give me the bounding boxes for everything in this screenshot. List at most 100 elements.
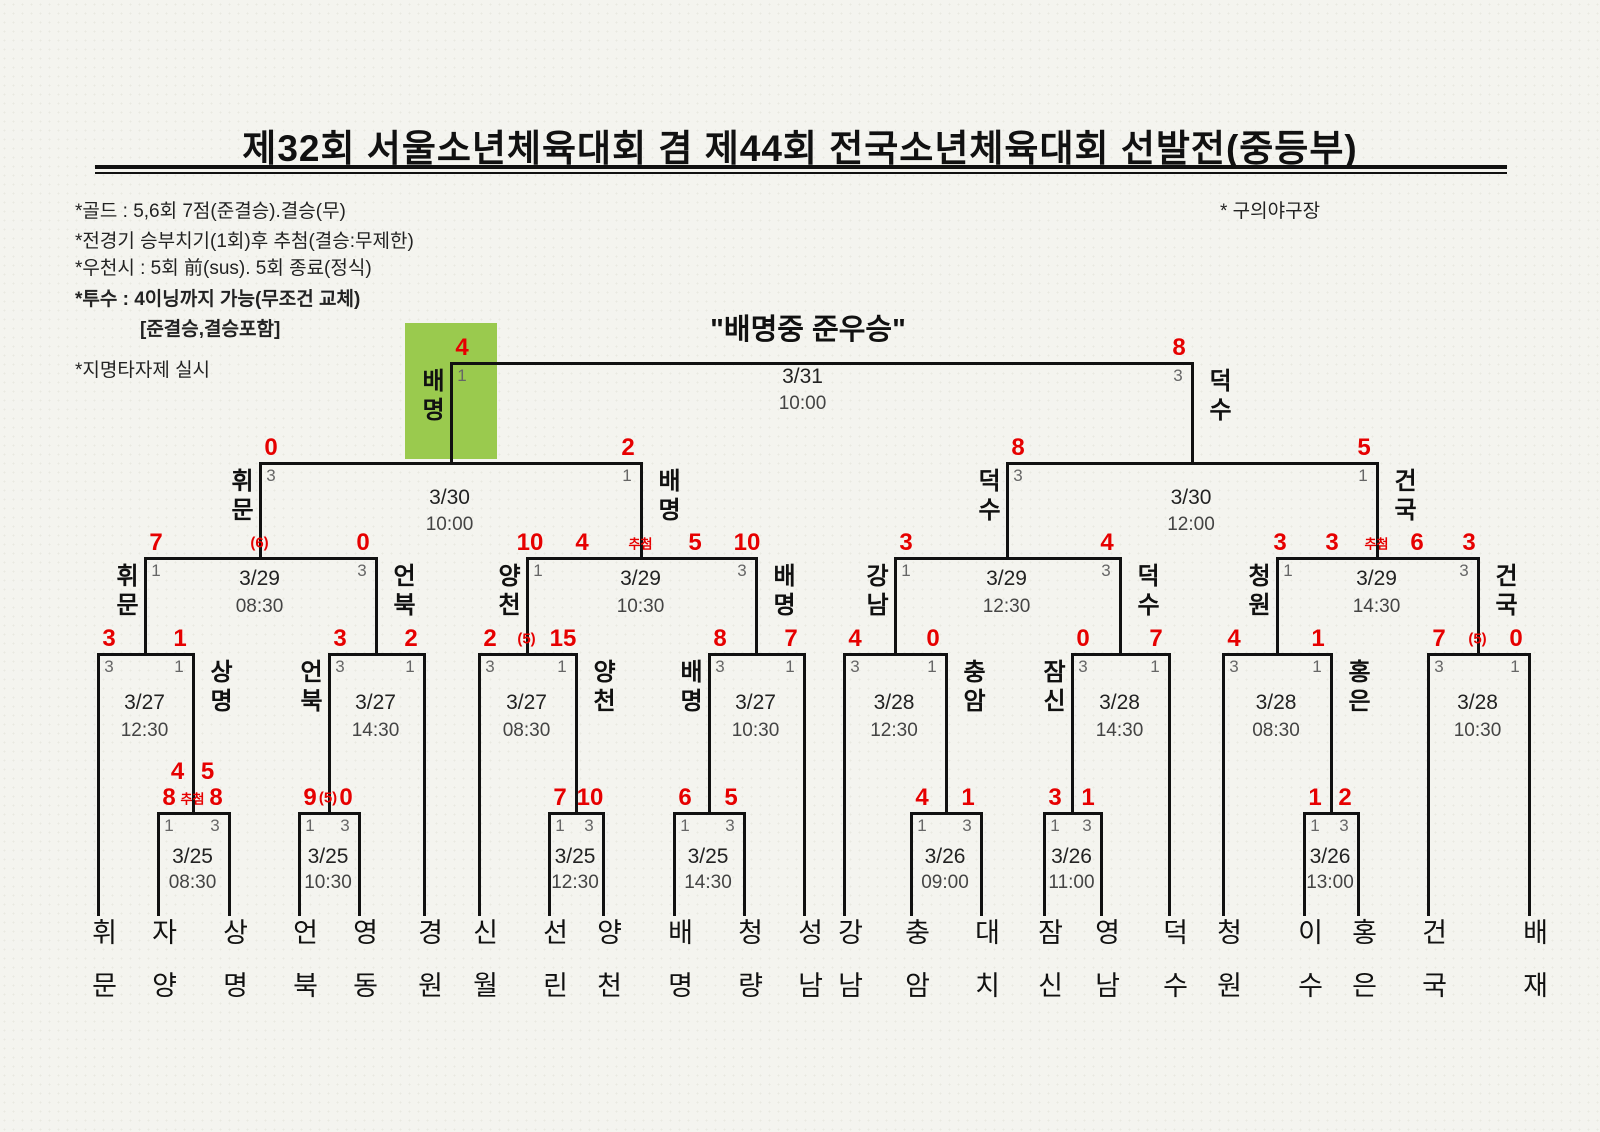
match-line xyxy=(450,362,1194,365)
leaf-team-name: 휘문 xyxy=(87,918,117,1024)
dugout-left: 3 xyxy=(1434,657,1444,676)
score-annotation: (6) xyxy=(250,534,269,552)
dugout-right: 1 xyxy=(1358,466,1368,485)
dugout-right: 3 xyxy=(1339,816,1349,835)
match-time: 14:30 xyxy=(684,872,732,893)
match-leg-right xyxy=(1100,812,1103,916)
match-time: 12:30 xyxy=(551,872,599,893)
match-time: 09:00 xyxy=(921,872,969,893)
leaf-team-name: 배재 xyxy=(1518,918,1548,1024)
page-title: 제32회 서울소년체육대회 겸 제44회 전국소년체육대회 선발전(중등부) xyxy=(242,128,1358,169)
match-line xyxy=(328,653,426,656)
score-left: 3 xyxy=(1325,529,1339,556)
match-leg-left xyxy=(298,812,301,916)
match-line xyxy=(259,462,643,465)
dugout-left: 1 xyxy=(533,561,543,580)
match-line xyxy=(673,812,746,815)
match-date: 3/25 xyxy=(307,845,349,868)
score-left: 3 xyxy=(102,625,116,652)
match-line xyxy=(843,653,948,656)
match-date: 3/26 xyxy=(924,845,966,868)
match-leg-left xyxy=(144,557,147,653)
score-left: 4 xyxy=(455,334,469,361)
leaf-team-name: 신월 xyxy=(468,918,498,1024)
score-left: 8 xyxy=(1011,434,1025,461)
score-left: 4 xyxy=(915,784,929,811)
note-line: *우천시 : 5회 前(sus). 5회 종료(정식) xyxy=(75,258,372,279)
match-leg-left xyxy=(328,653,331,812)
match-time: 10:00 xyxy=(778,393,827,414)
match-leg-right xyxy=(1330,653,1333,812)
score-right: 5 xyxy=(688,529,702,556)
leaf-team-name: 청량 xyxy=(733,918,763,1024)
match-leg-right xyxy=(602,812,605,916)
match-line xyxy=(708,653,806,656)
match-leg-right xyxy=(755,557,758,653)
team-label-right: 덕수 xyxy=(1132,563,1159,621)
dugout-right: 3 xyxy=(357,561,367,580)
match-leg-left xyxy=(1427,653,1430,916)
match-line xyxy=(97,653,195,656)
match-date: 3/29 xyxy=(239,567,280,590)
dugout-left: 3 xyxy=(104,657,114,676)
score-right: 0 xyxy=(926,625,940,652)
dugout-right: 1 xyxy=(1150,657,1160,676)
score-left: 0 xyxy=(1076,625,1090,652)
note-line: [준결승,결승포함] xyxy=(140,319,281,340)
match-date: 3/27 xyxy=(124,691,165,714)
match-leg-right xyxy=(1528,653,1531,916)
match-leg-left xyxy=(673,812,676,916)
score-left: 4 xyxy=(848,625,862,652)
team-label-right: 배명 xyxy=(653,468,680,526)
score-right: 2 xyxy=(404,625,418,652)
team-label-left: 덕수 xyxy=(973,468,1000,526)
score-right: 8 xyxy=(1172,334,1186,361)
score-annotation: (5) xyxy=(318,789,338,807)
score-left: 6 xyxy=(678,784,692,811)
dugout-right: 3 xyxy=(1101,561,1111,580)
match-leg-right xyxy=(1119,557,1122,653)
match-date: 3/25 xyxy=(687,845,729,868)
team-label-right: 건국 xyxy=(1490,563,1517,621)
score-right: 15 xyxy=(549,625,577,652)
leaf-team-name: 영남 xyxy=(1090,918,1120,1024)
score-right: 1 xyxy=(1311,625,1325,652)
dugout-left: 3 xyxy=(850,657,860,676)
match-time: 10:30 xyxy=(1453,720,1502,741)
leaf-team-name: 성남 xyxy=(793,918,823,1024)
score-annotation: 추첨 xyxy=(628,536,653,552)
leaf-team-name: 언북 xyxy=(288,918,318,1024)
score-right: 2 xyxy=(621,434,635,461)
match-leg-right xyxy=(423,653,426,916)
match-time: 10:30 xyxy=(304,872,352,893)
score-left: 4 xyxy=(1227,625,1241,652)
team-label-right: 홍은 xyxy=(1343,659,1370,717)
team-label-right: 배명 xyxy=(768,563,795,621)
team-label-right: 건국 xyxy=(1389,468,1416,526)
match-leg-left xyxy=(1071,653,1074,812)
match-date: 3/26 xyxy=(1051,845,1092,868)
score-right: 1 xyxy=(1081,784,1095,811)
leaf-team-name: 자양 xyxy=(147,918,177,1024)
match-leg-left xyxy=(1043,812,1046,916)
match-date: 3/28 xyxy=(873,691,915,714)
match-date: 3/30 xyxy=(429,486,470,509)
dugout-left: 1 xyxy=(305,816,315,835)
team-label-left: 청원 xyxy=(1243,563,1270,621)
dugout-right: 3 xyxy=(962,816,972,835)
match-line xyxy=(144,557,378,560)
match-time: 11:00 xyxy=(1048,872,1095,893)
match-leg-left xyxy=(157,812,160,916)
match-leg-left xyxy=(1303,812,1306,916)
match-time: 14:30 xyxy=(1095,720,1144,741)
team-label-right: 언북 xyxy=(388,563,415,621)
dugout-left: 3 xyxy=(266,466,276,485)
score-left: 1 xyxy=(1308,784,1322,811)
score-right: 6 xyxy=(1410,529,1424,556)
match-date: 3/26 xyxy=(1309,845,1351,868)
score-right: 1 xyxy=(173,625,187,652)
leaf-team-name: 건국 xyxy=(1417,918,1447,1024)
score-left: 4 xyxy=(575,529,589,556)
match-line xyxy=(910,812,983,815)
